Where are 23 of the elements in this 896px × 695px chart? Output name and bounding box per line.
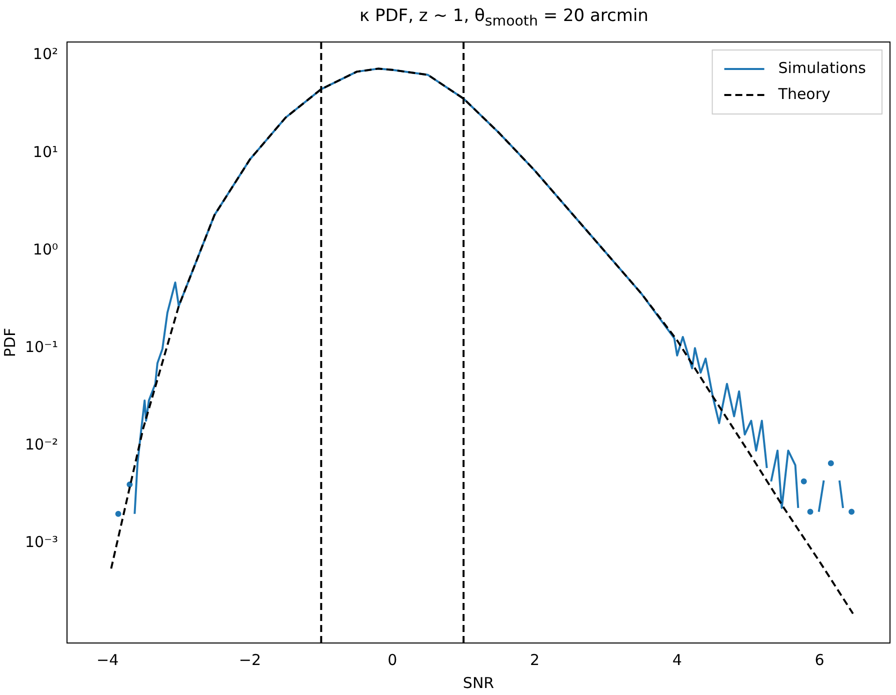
point (848, 508, 855, 515)
y-axis-title: PDF (0, 328, 19, 358)
legend-label: Simulations (778, 58, 866, 77)
x-tick-label: 4 (672, 650, 682, 669)
y-tick-label: 10² (32, 45, 58, 64)
x-tick-label: −2 (238, 650, 262, 669)
point (126, 481, 133, 488)
y-tick-label: 10¹ (32, 142, 58, 161)
y-tick-label: 10⁻³ (24, 533, 58, 552)
x-tick-label: −4 (96, 650, 119, 669)
y-tick-label: 10⁰ (32, 240, 58, 258)
y-tick-label: 10⁻² (24, 436, 58, 454)
x-tick-label: 6 (814, 650, 824, 669)
point (828, 460, 834, 466)
legend-label: Theory (777, 84, 831, 103)
x-tick-label: 2 (530, 650, 540, 669)
chart-title: κ PDF, z ∼ 1, θ$_{smooth}$ = 20 arcmin (358, 6, 650, 30)
x-axis-title: SNR (462, 674, 494, 692)
x-tick-label: 0 (388, 650, 398, 669)
point (800, 478, 807, 484)
point (807, 508, 814, 515)
y-tick-label: 10⁻¹ (24, 338, 58, 356)
point (115, 510, 122, 517)
